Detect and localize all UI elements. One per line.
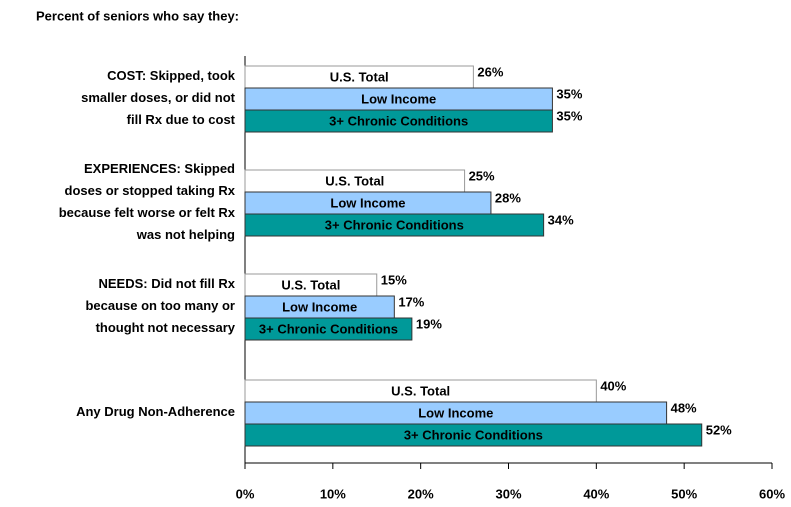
value-label: 25% (469, 168, 495, 183)
x-tick-label: 0% (236, 486, 255, 501)
bar (244, 109, 553, 133)
value-label: 19% (416, 316, 442, 331)
value-label: 17% (398, 294, 424, 309)
value-label: 15% (381, 272, 407, 287)
x-tick-label: 50% (671, 486, 697, 501)
x-tick-label: 60% (759, 486, 785, 501)
value-label: 52% (706, 422, 732, 437)
bar-series-label: U.S. Total (391, 383, 450, 398)
category-label: COST: Skipped, took smaller doses, or did… (81, 68, 236, 127)
bar-series-label: U.S. Total (325, 173, 384, 188)
bar (244, 213, 545, 237)
category-label: NEEDS: Did not fill Rx because on too man… (85, 276, 235, 335)
x-tick-label: 20% (408, 486, 434, 501)
value-label: 34% (548, 212, 574, 227)
bar-series-label: Low Income (330, 195, 405, 210)
bar-series-label: 3+ Chronic Conditions (259, 321, 398, 336)
bar-series-label: Low Income (361, 91, 436, 106)
bar (244, 423, 703, 447)
x-tick-label: 40% (583, 486, 609, 501)
bar-series-label: U.S. Total (281, 277, 340, 292)
value-label: 35% (556, 108, 582, 123)
x-tick-label: 10% (320, 486, 346, 501)
bar-series-label: 3+ Chronic Conditions (329, 113, 468, 128)
bar-series-label: Low Income (418, 405, 493, 420)
bar-series-label: 3+ Chronic Conditions (325, 217, 464, 232)
value-label: 48% (671, 400, 697, 415)
bar-series-label: Low Income (282, 299, 357, 314)
category-label: Any Drug Non-Adherence (76, 404, 235, 419)
chart-title: Percent of seniors who say they: (36, 8, 239, 23)
value-label: 35% (556, 86, 582, 101)
bar-series-label: U.S. Total (330, 69, 389, 84)
value-label: 26% (477, 64, 503, 79)
value-label: 40% (600, 378, 626, 393)
bar (244, 317, 413, 341)
x-tick-label: 30% (495, 486, 521, 501)
category-label: EXPERIENCES: Skipped doses or stopped tak… (59, 161, 236, 242)
value-label: 28% (495, 190, 521, 205)
bar-series-label: 3+ Chronic Conditions (404, 427, 543, 442)
